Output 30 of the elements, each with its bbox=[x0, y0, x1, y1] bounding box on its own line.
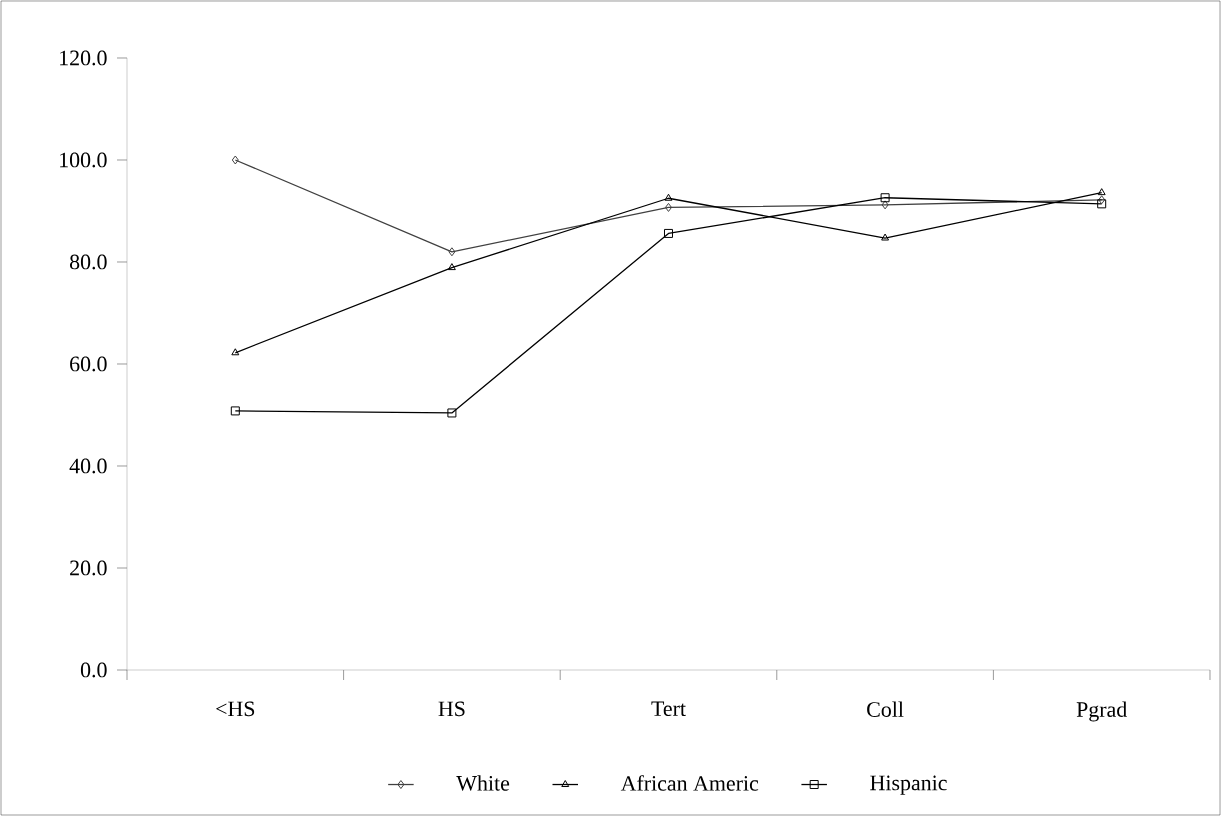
x-tick-label: HS bbox=[438, 701, 465, 717]
point bbox=[230, 406, 240, 416]
point bbox=[447, 263, 456, 271]
x-tick-label: Coll bbox=[867, 701, 904, 717]
x-tick-label: Tert bbox=[651, 701, 686, 717]
point bbox=[881, 233, 890, 241]
point bbox=[881, 200, 889, 210]
point bbox=[665, 202, 672, 212]
point bbox=[231, 348, 240, 356]
y-tick-label: 80.0 bbox=[69, 254, 107, 270]
x-tick-label: <HS bbox=[216, 701, 255, 717]
y-tick-label: 60.0 bbox=[70, 356, 107, 372]
y-tick-label: 0.0 bbox=[80, 662, 107, 678]
point bbox=[880, 193, 890, 203]
point bbox=[231, 155, 239, 165]
point bbox=[447, 408, 457, 418]
legend-label: Hispanic bbox=[870, 775, 947, 795]
point bbox=[1097, 199, 1107, 209]
y-tick-label: 100.0 bbox=[60, 152, 107, 168]
point bbox=[1097, 188, 1106, 196]
point bbox=[448, 247, 456, 257]
legend-label: White bbox=[456, 775, 510, 791]
point bbox=[664, 228, 673, 238]
y-tick-label: 40.0 bbox=[69, 458, 107, 474]
legend-label: African Americ bbox=[620, 775, 759, 791]
point bbox=[664, 193, 673, 201]
y-tick-label: 20.0 bbox=[70, 560, 107, 576]
x-tick-label: Pgrad bbox=[1076, 701, 1127, 722]
y-tick-label: 120.0 bbox=[60, 50, 107, 66]
point bbox=[1098, 195, 1106, 205]
